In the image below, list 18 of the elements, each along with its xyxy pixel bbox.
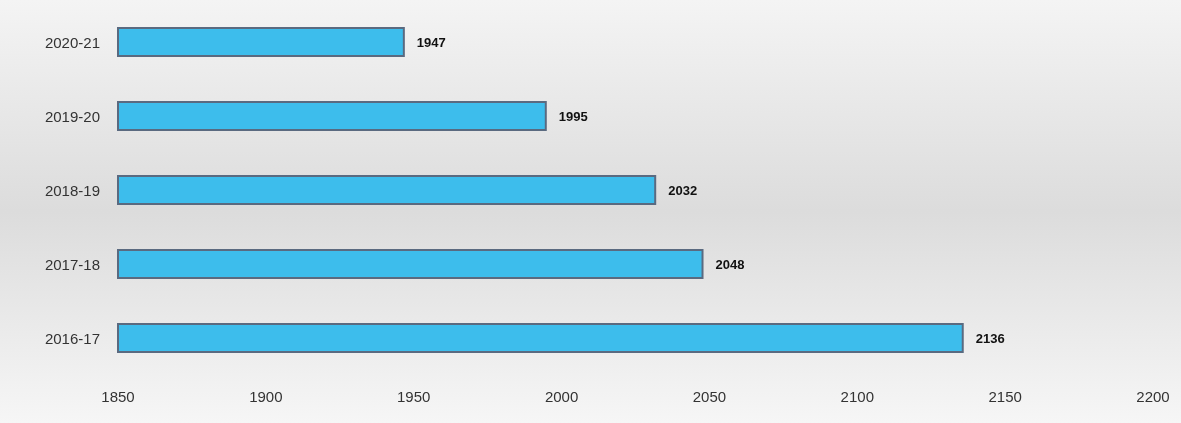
data-label: 2136 <box>975 330 1005 346</box>
y-tick-label: 2019-20 <box>44 107 100 125</box>
data-label: 2048 <box>715 256 745 272</box>
x-tick-label: 1950 <box>397 388 431 405</box>
y-tick-label: 2017-18 <box>44 255 100 273</box>
x-tick-label: 1850 <box>101 388 135 405</box>
x-tick-label: 2000 <box>544 388 579 405</box>
x-tick-label: 2200 <box>1136 388 1170 405</box>
x-tick-label: 2150 <box>988 388 1022 405</box>
y-tick-label: 2018-19 <box>44 181 100 199</box>
x-tick-label: 2100 <box>840 388 874 405</box>
y-tick-label: 2020-21 <box>44 33 100 51</box>
x-tick-label: 1900 <box>249 388 283 405</box>
y-tick-label: 2016-17 <box>44 329 100 347</box>
data-label: 1947 <box>416 34 446 50</box>
data-label: 2032 <box>668 182 698 198</box>
data-label: 1995 <box>558 108 588 124</box>
x-tick-label: 2050 <box>692 388 727 405</box>
